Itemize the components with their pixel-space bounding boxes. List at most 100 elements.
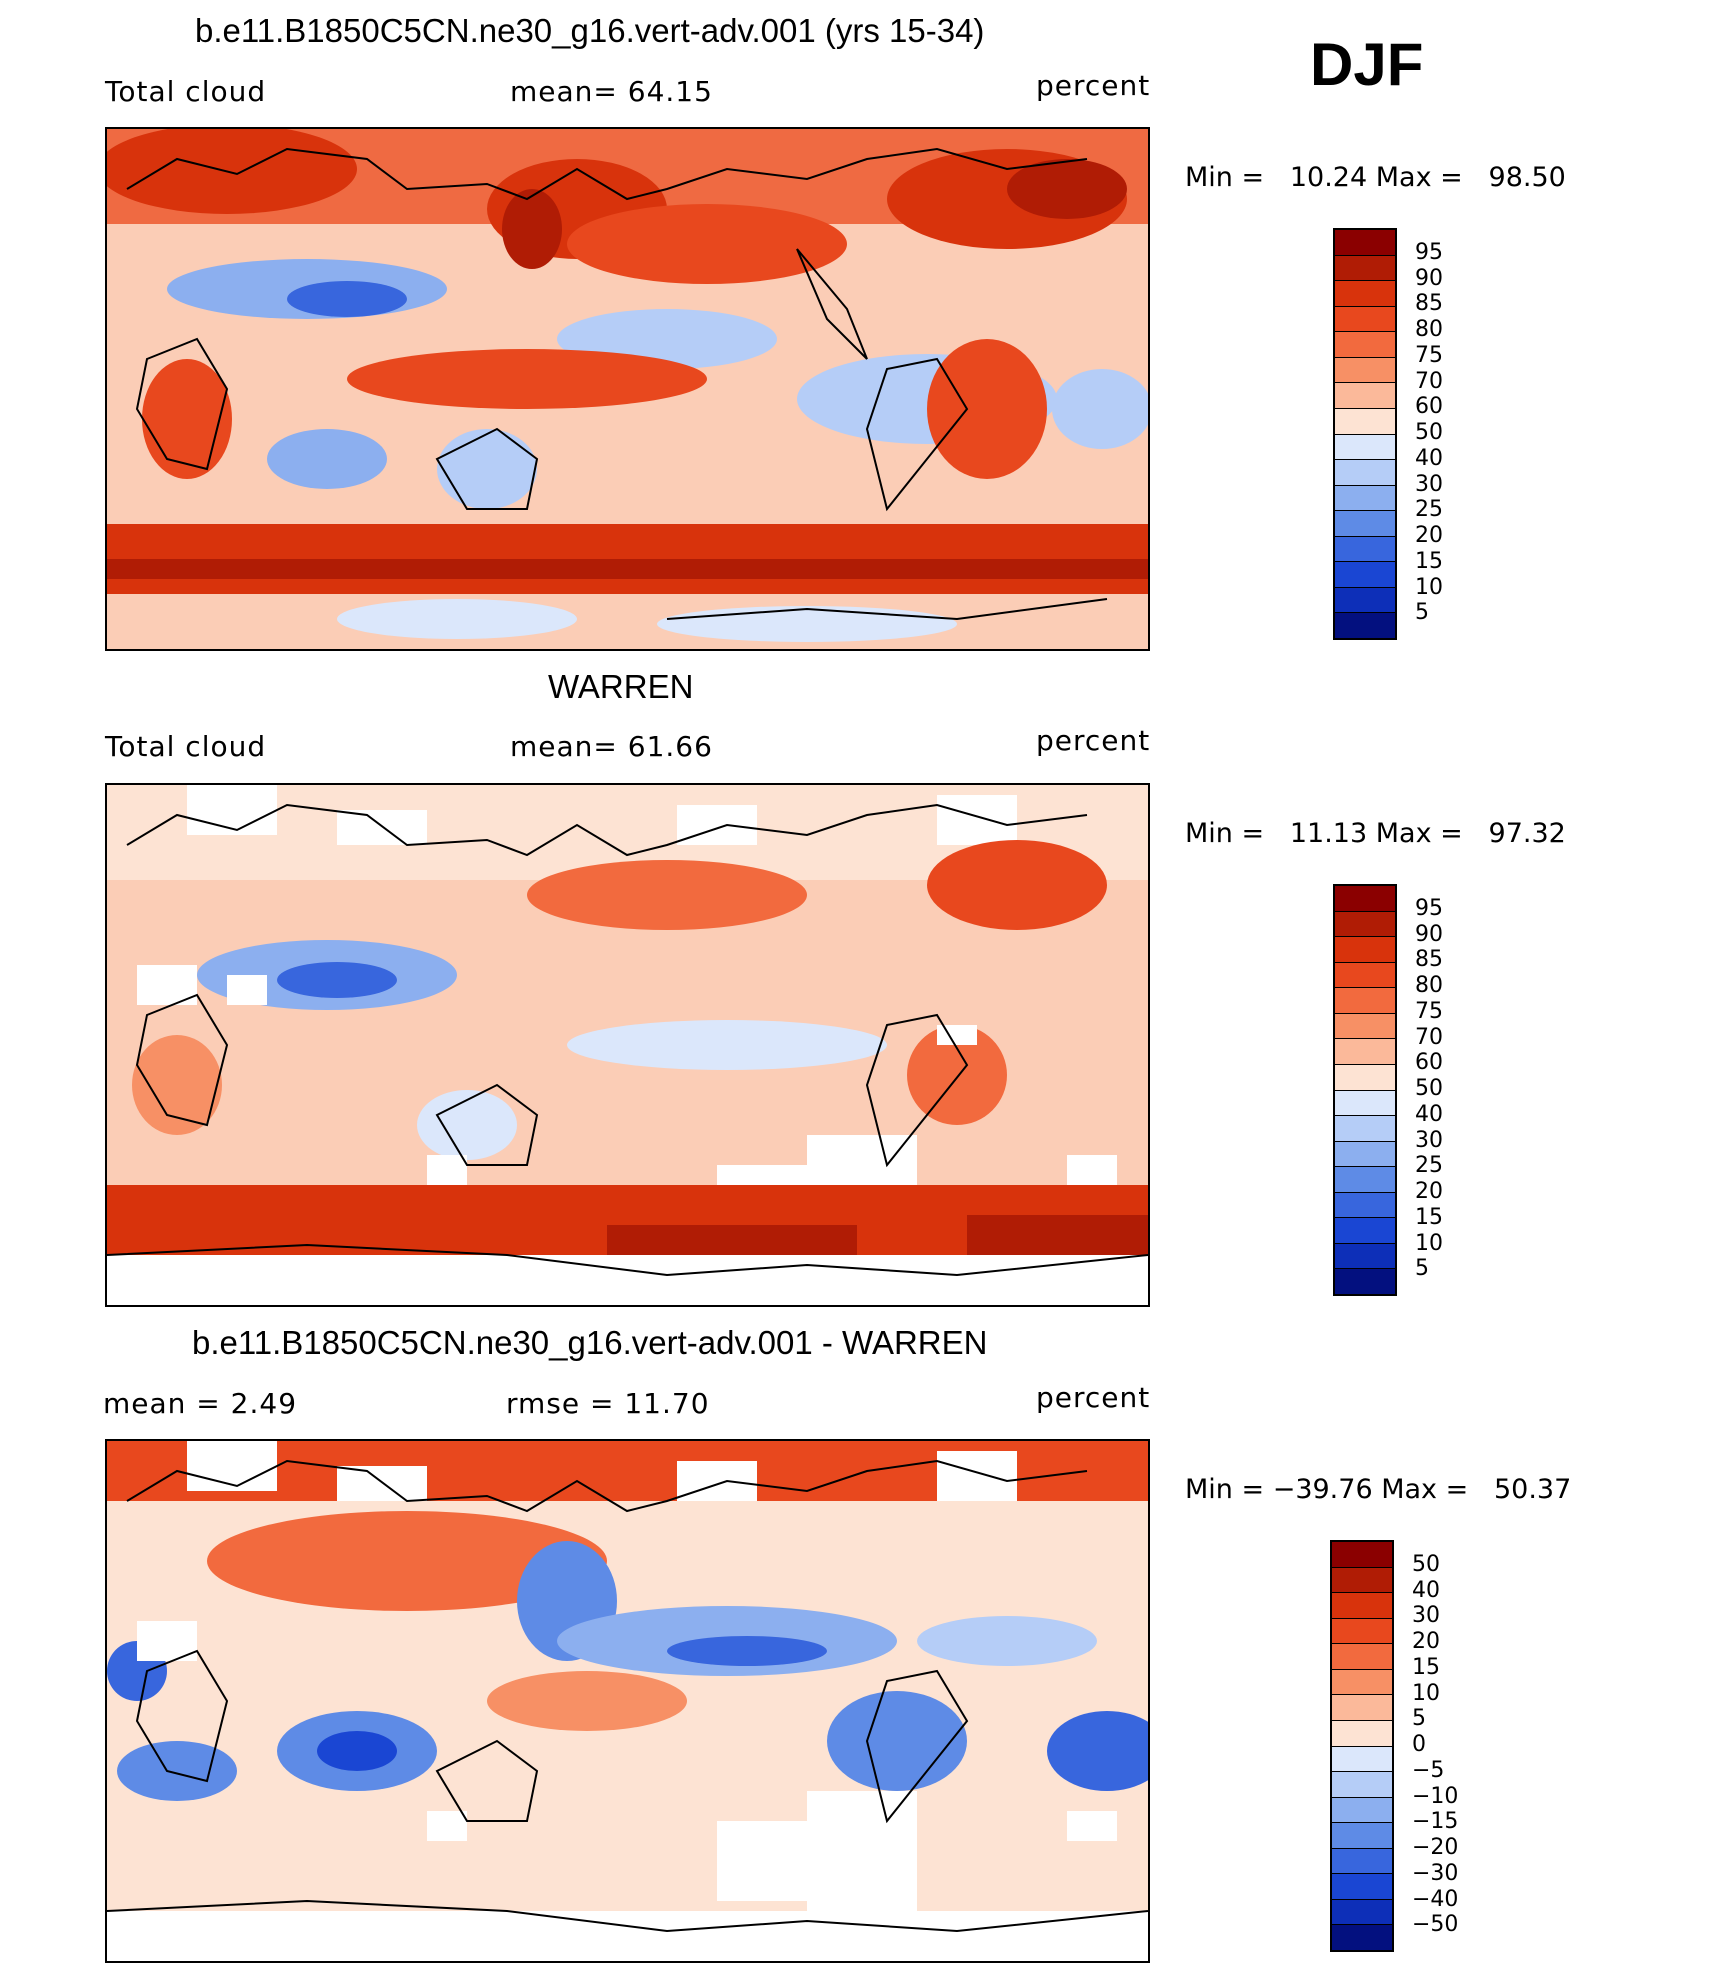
colorbar-segment — [1332, 1644, 1392, 1670]
panel-1-units-label: percent — [1036, 69, 1151, 102]
colorbar-segment — [1335, 332, 1395, 358]
colorbar-tick-label: 75 — [1415, 342, 1443, 368]
colorbar-tick-label: 60 — [1415, 394, 1443, 420]
colorbar-segment — [1335, 613, 1395, 638]
colorbar-tick-label: 95 — [1415, 239, 1443, 265]
panel-2-map — [105, 783, 1150, 1307]
colorbar-segment — [1332, 1720, 1392, 1747]
panel-2-units-label: percent — [1036, 724, 1151, 757]
colorbar-tick-label: 75 — [1415, 998, 1443, 1024]
colorbar-tick-label: 80 — [1415, 973, 1443, 998]
colorbar-segment — [1335, 408, 1395, 435]
colorbar-segment — [1335, 1167, 1395, 1193]
colorbar-tick-label: 5 — [1415, 1256, 1429, 1282]
colorbar-tick-label: 95 — [1415, 895, 1443, 921]
colorbar-segment — [1335, 562, 1395, 588]
colorbar-segment — [1335, 1269, 1395, 1294]
colorbar-segment — [1335, 1116, 1395, 1142]
colorbar-tick-label: 85 — [1415, 947, 1443, 973]
panel-3-mean-label: mean = 2.49 — [103, 1387, 298, 1420]
colorbar-tick-label: 40 — [1415, 445, 1443, 471]
colorbar-segment — [1332, 1874, 1392, 1900]
colorbar-tick-label: −50 — [1412, 1912, 1459, 1938]
colorbar-tick-label: 50 — [1415, 1076, 1443, 1101]
colorbar-segment — [1335, 281, 1395, 307]
colorbar-segment — [1335, 1064, 1395, 1091]
panel-1-colorbar-labels: 95 90 85 80 75 70 60 50 40 30 25 20 15 10 5 — [1415, 228, 1495, 640]
colorbar-segment — [1335, 937, 1395, 963]
colorbar-tick-label: −10 — [1412, 1783, 1459, 1809]
panel-2-colorbar — [1333, 884, 1397, 1296]
panel-3-rmse-label: rmse = 11.70 — [506, 1387, 710, 1420]
colorbar-segment — [1335, 383, 1395, 409]
panel-1-variable-label: Total cloud — [105, 75, 267, 108]
colorbar-tick-label: 10 — [1412, 1680, 1440, 1706]
panel-1-colorbar — [1333, 228, 1397, 640]
colorbar-segment — [1335, 1141, 1395, 1168]
colorbar-tick-label: 10 — [1415, 1230, 1443, 1256]
colorbar-tick-label: 20 — [1415, 1179, 1443, 1204]
colorbar-tick-label: −40 — [1412, 1886, 1459, 1912]
colorbar-tick-label: 40 — [1415, 1101, 1443, 1127]
colorbar-tick-label: 25 — [1415, 497, 1443, 523]
colorbar-tick-label: 5 — [1415, 600, 1429, 626]
colorbar-segment — [1335, 911, 1395, 938]
colorbar-segment — [1335, 587, 1395, 614]
colorbar-segment — [1332, 1746, 1392, 1773]
colorbar-segment — [1332, 1823, 1392, 1849]
colorbar-segment — [1335, 1039, 1395, 1065]
colorbar-tick-label: 0 — [1412, 1732, 1426, 1757]
panel-3-colorbar-labels: 50 40 30 20 15 10 5 0 −5 −10 −15 −20 −30 −40 −50 — [1412, 1540, 1492, 1952]
colorbar-tick-label: 90 — [1415, 265, 1443, 291]
colorbar-segment — [1335, 536, 1395, 563]
colorbar-segment — [1335, 988, 1395, 1014]
panel-1-min-max: Min = 10.24 Max = 98.50 — [1185, 162, 1566, 193]
colorbar-segment — [1335, 1192, 1395, 1219]
colorbar-tick-label: 15 — [1412, 1654, 1440, 1680]
panel-3-units-label: percent — [1036, 1381, 1151, 1414]
colorbar-tick-label: 85 — [1415, 291, 1443, 317]
colorbar-segment — [1332, 1567, 1392, 1594]
colorbar-tick-label: 25 — [1415, 1153, 1443, 1179]
colorbar-segment — [1335, 1218, 1395, 1244]
colorbar-tick-label: 90 — [1415, 921, 1443, 947]
colorbar-segment — [1332, 1669, 1392, 1696]
colorbar-tick-label: 50 — [1412, 1551, 1440, 1577]
colorbar-segment — [1335, 306, 1395, 333]
colorbar-tick-label: 30 — [1415, 471, 1443, 497]
colorbar-tick-label: 15 — [1415, 548, 1443, 574]
panel-1-map — [105, 127, 1150, 651]
season-label: DJF — [1310, 31, 1424, 98]
colorbar-tick-label: 30 — [1415, 1127, 1443, 1153]
colorbar-segment — [1332, 1772, 1392, 1798]
colorbar-segment — [1332, 1848, 1392, 1875]
colorbar-segment — [1335, 1013, 1395, 1040]
colorbar-tick-label: −5 — [1412, 1757, 1445, 1783]
panel-3-colorbar — [1330, 1540, 1394, 1952]
panel-2-variable-label: Total cloud — [105, 730, 267, 763]
colorbar-segment — [1335, 255, 1395, 282]
colorbar-tick-label: 50 — [1415, 420, 1443, 445]
panel-3-min-max: Min = −39.76 Max = 50.37 — [1185, 1474, 1572, 1505]
colorbar-segment — [1335, 1090, 1395, 1117]
panel-1-title: b.e11.B1850C5CN.ne30_g16.vert-adv.001 (y… — [195, 12, 985, 49]
colorbar-tick-label: 20 — [1412, 1629, 1440, 1654]
colorbar-segment — [1332, 1925, 1392, 1950]
colorbar-tick-label: 60 — [1415, 1050, 1443, 1076]
colorbar-segment — [1332, 1695, 1392, 1721]
colorbar-segment — [1335, 230, 1395, 256]
colorbar-tick-label: 40 — [1412, 1577, 1440, 1603]
colorbar-segment — [1335, 460, 1395, 486]
colorbar-tick-label: 30 — [1412, 1603, 1440, 1629]
colorbar-segment — [1332, 1593, 1392, 1619]
colorbar-tick-label: −20 — [1412, 1835, 1459, 1860]
colorbar-segment — [1332, 1618, 1392, 1645]
colorbar-segment — [1332, 1542, 1392, 1568]
colorbar-tick-label: −30 — [1412, 1860, 1459, 1886]
colorbar-tick-label: 5 — [1412, 1706, 1426, 1732]
colorbar-segment — [1332, 1899, 1392, 1926]
colorbar-segment — [1332, 1797, 1392, 1824]
colorbar-tick-label: 20 — [1415, 523, 1443, 548]
panel-3-map — [105, 1439, 1150, 1963]
colorbar-tick-label: 10 — [1415, 574, 1443, 600]
